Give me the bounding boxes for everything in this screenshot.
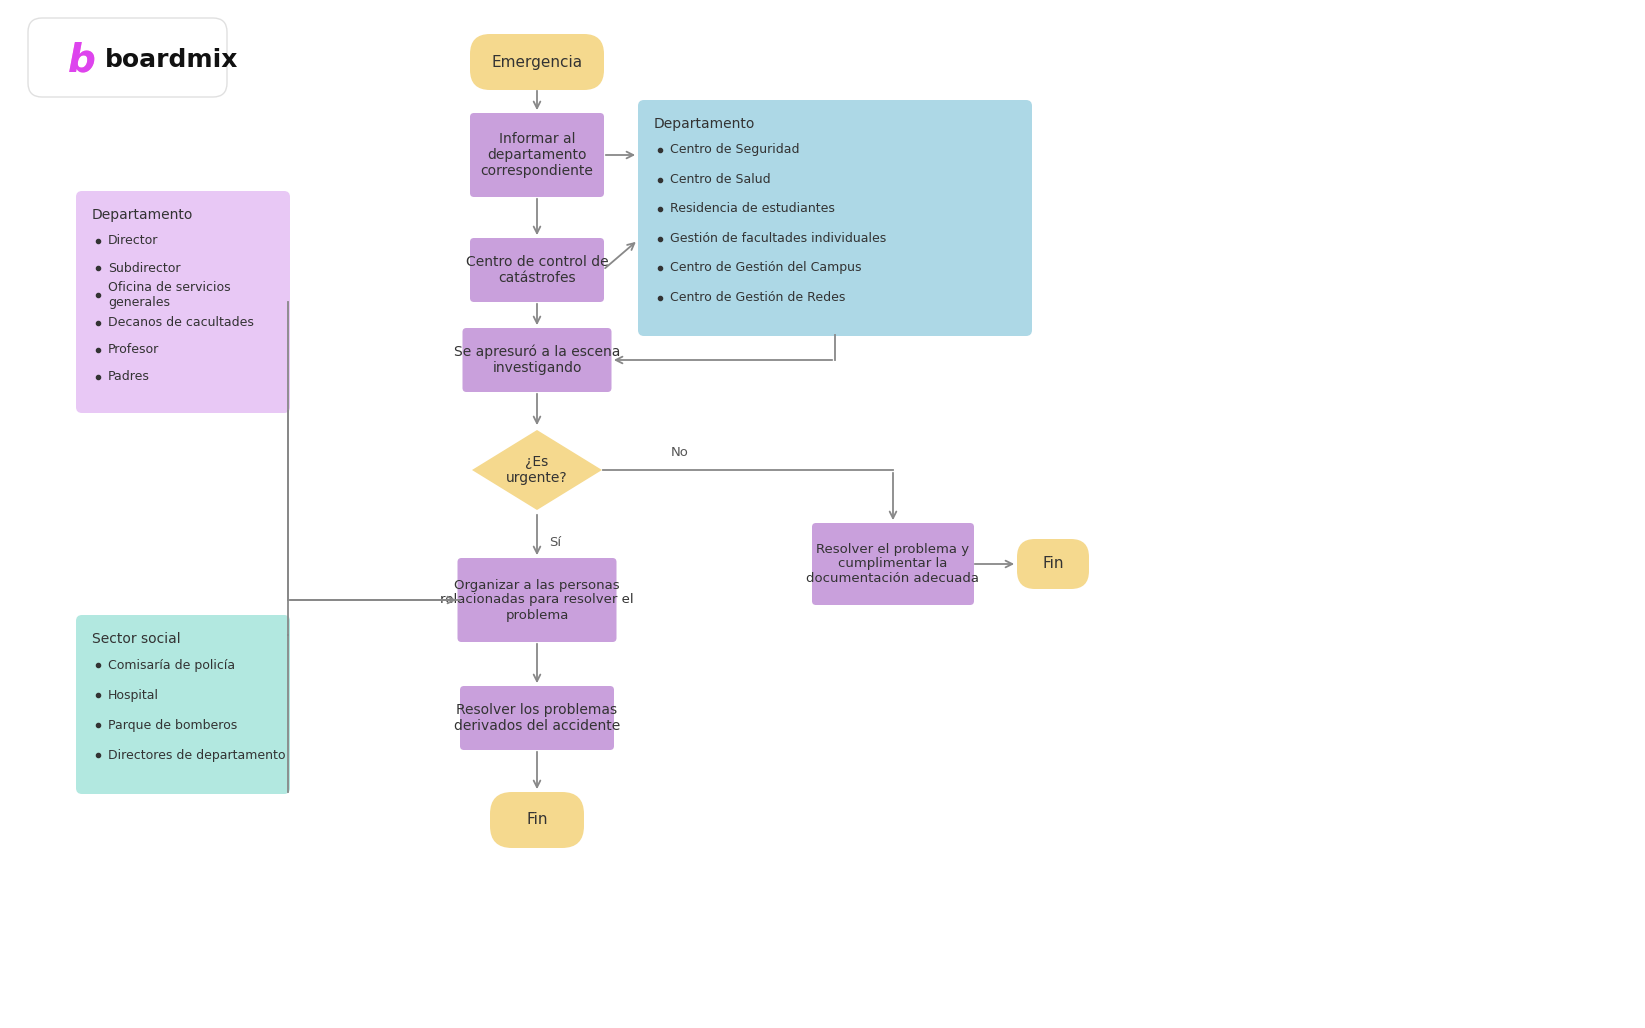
Text: Sector social: Sector social: [92, 632, 181, 646]
FancyBboxPatch shape: [462, 328, 612, 392]
FancyBboxPatch shape: [470, 113, 604, 197]
Text: Decanos de cacultades: Decanos de cacultades: [109, 316, 253, 329]
Text: Resolver el problema y
cumplimentar la
documentación adecuada: Resolver el problema y cumplimentar la d…: [806, 543, 979, 586]
Text: Departamento: Departamento: [655, 117, 755, 131]
FancyBboxPatch shape: [470, 34, 604, 90]
Text: Residencia de estudiantes: Residencia de estudiantes: [670, 203, 836, 216]
FancyBboxPatch shape: [490, 792, 584, 848]
FancyBboxPatch shape: [457, 558, 617, 642]
FancyBboxPatch shape: [461, 686, 614, 750]
Text: Parque de bomberos: Parque de bomberos: [109, 719, 237, 732]
Text: Padres: Padres: [109, 370, 150, 383]
Text: Se apresuró a la escena
investigando: Se apresuró a la escena investigando: [454, 344, 620, 375]
Text: Gestión de facultades individuales: Gestión de facultades individuales: [670, 232, 887, 245]
Text: Centro de Gestión del Campus: Centro de Gestión del Campus: [670, 261, 862, 274]
Text: Directores de departamento: Directores de departamento: [109, 748, 286, 762]
FancyBboxPatch shape: [813, 523, 974, 605]
Text: ¿Es
urgente?: ¿Es urgente?: [507, 455, 568, 485]
Text: Centro de Seguridad: Centro de Seguridad: [670, 144, 799, 156]
FancyBboxPatch shape: [638, 100, 1031, 336]
Text: Comisaría de policía: Comisaría de policía: [109, 659, 235, 671]
FancyBboxPatch shape: [1017, 539, 1089, 589]
Text: Fin: Fin: [526, 812, 548, 828]
Text: Centro de Gestión de Redes: Centro de Gestión de Redes: [670, 291, 846, 304]
Text: b: b: [67, 41, 95, 79]
Polygon shape: [472, 430, 602, 510]
Text: Director: Director: [109, 234, 158, 248]
Text: Departamento: Departamento: [92, 208, 194, 222]
Text: Centro de control de
catástrofes: Centro de control de catástrofes: [466, 255, 609, 285]
FancyBboxPatch shape: [76, 191, 290, 413]
Text: Sí: Sí: [549, 536, 561, 549]
Text: boardmix: boardmix: [105, 48, 239, 72]
FancyBboxPatch shape: [76, 615, 290, 794]
Text: Informar al
departamento
correspondiente: Informar al departamento correspondiente: [480, 132, 594, 178]
FancyBboxPatch shape: [470, 238, 604, 302]
Text: b: b: [67, 41, 95, 79]
Text: Subdirector: Subdirector: [109, 262, 181, 274]
Text: Organizar a las personas
relacionadas para resolver el
problema: Organizar a las personas relacionadas pa…: [441, 579, 633, 622]
FancyBboxPatch shape: [28, 19, 227, 97]
Text: Emergencia: Emergencia: [492, 54, 582, 70]
Text: Resolver los problemas
derivados del accidente: Resolver los problemas derivados del acc…: [454, 703, 620, 733]
Text: No: No: [671, 445, 689, 458]
Text: Fin: Fin: [1043, 556, 1064, 572]
Text: Profesor: Profesor: [109, 343, 160, 356]
Text: Oficina de servicios
generales: Oficina de servicios generales: [109, 282, 230, 309]
Text: Hospital: Hospital: [109, 689, 160, 701]
Text: Centro de Salud: Centro de Salud: [670, 173, 770, 186]
